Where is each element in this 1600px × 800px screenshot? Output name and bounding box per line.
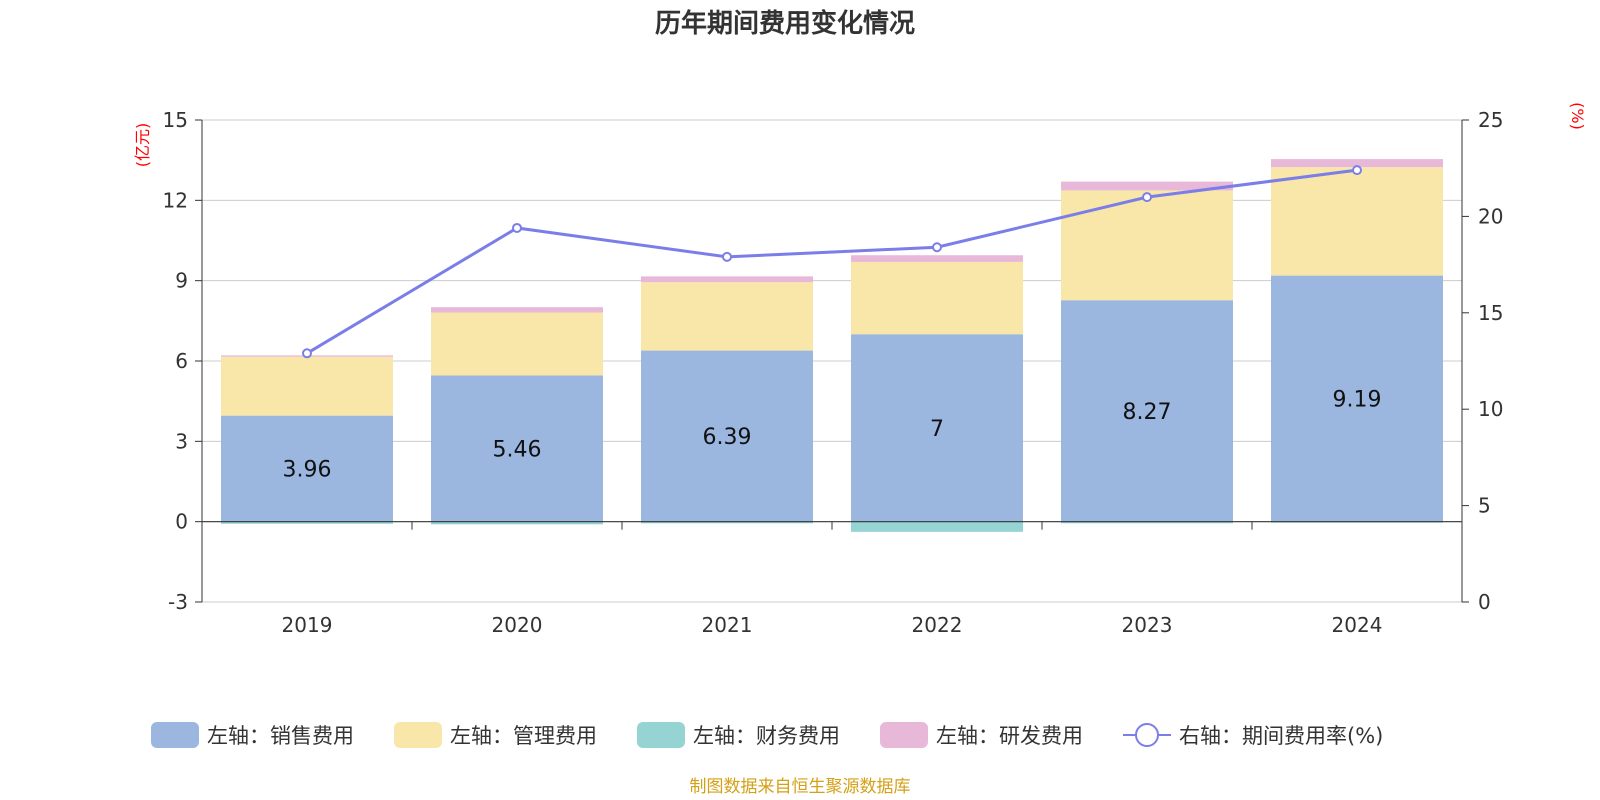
legend-swatch <box>637 722 685 748</box>
bar-左轴：研发费用 <box>431 307 603 313</box>
bar-左轴：销售费用 <box>1061 300 1233 522</box>
bar-layer <box>221 159 1443 532</box>
rate-line-layer <box>302 165 1362 359</box>
rate-line <box>306 168 1358 355</box>
legend-label: 左轴：销售费用 <box>207 724 354 748</box>
bar-左轴：销售费用 <box>1271 275 1443 522</box>
bar-左轴：管理费用 <box>221 356 393 416</box>
bar-value-label: 5.46 <box>493 438 542 463</box>
bar-左轴：销售费用 <box>431 375 603 522</box>
left-tick-label: 15 <box>163 108 188 132</box>
rate-point <box>1142 192 1152 203</box>
right-tick-label: 5 <box>1478 494 1491 518</box>
bar-左轴：财务费用 <box>851 521 1023 532</box>
x-category-label: 2020 <box>492 613 543 637</box>
bar-左轴：研发费用 <box>1271 159 1443 168</box>
grid-lines <box>202 119 1462 603</box>
bar-左轴：管理费用 <box>431 312 603 376</box>
bar-左轴：财务费用 <box>641 521 813 524</box>
right-tick-label: 0 <box>1478 590 1491 614</box>
left-tick-label: 3 <box>175 429 188 453</box>
left-axis-unit: (亿元) <box>133 123 152 168</box>
right-tick-label: 25 <box>1478 108 1503 132</box>
bar-value-label: 7 <box>930 417 944 442</box>
bar-左轴：财务费用 <box>221 521 393 524</box>
right-tick-label: 15 <box>1478 301 1503 325</box>
bar-左轴：销售费用 <box>641 350 813 522</box>
bar-左轴：销售费用 <box>851 334 1023 522</box>
right-tick-label: 20 <box>1478 204 1503 228</box>
bar-左轴：销售费用 <box>221 415 393 522</box>
left-tick-label: -3 <box>168 590 188 614</box>
x-category-label: 2022 <box>912 613 963 637</box>
bar-value-label: 6.39 <box>703 425 752 450</box>
bar-value-label: 9.19 <box>1333 388 1382 413</box>
left-tick-label: 6 <box>175 349 188 373</box>
legend-label: 左轴：财务费用 <box>693 724 840 748</box>
rate-point <box>932 242 942 253</box>
left-tick-label: 0 <box>175 510 188 534</box>
rate-point <box>512 222 522 233</box>
left-tick-label: 9 <box>175 269 188 293</box>
axes: -3 0 3 6 9 12 15 0 5 10 15 20 25 2019 2020 2021 2022 2023… <box>163 108 1504 637</box>
rate-point <box>302 348 312 359</box>
right-tick-label: 10 <box>1478 397 1503 421</box>
bar-左轴：管理费用 <box>1061 190 1233 301</box>
bar-左轴：管理费用 <box>641 282 813 351</box>
legend-swatch <box>880 722 928 748</box>
legend-marker-icon <box>1135 723 1159 747</box>
bar-左轴：研发费用 <box>641 276 813 283</box>
right-axis-unit: (%) <box>1568 102 1587 130</box>
legend-swatch <box>151 722 199 748</box>
bar-左轴：管理费用 <box>851 261 1023 335</box>
bar-labels: 3.96 5.46 6.39 7 8.27 9.19 <box>283 388 1382 483</box>
x-category-label: 2021 <box>702 613 753 637</box>
x-category-label: 2019 <box>282 613 333 637</box>
x-category-label: 2024 <box>1332 613 1383 637</box>
footer-source: 制图数据来自恒生聚源数据库 <box>690 777 911 797</box>
bar-左轴：研发费用 <box>851 255 1023 262</box>
legend-label: 左轴：管理费用 <box>450 724 597 748</box>
left-tick-label: 12 <box>163 188 188 212</box>
chart-title: 历年期间费用变化情况 <box>655 8 915 39</box>
rate-point <box>722 251 732 262</box>
legend: 左轴：销售费用 左轴：管理费用 左轴：财务费用 左轴：研发费用 右轴：期间费用率(%) <box>151 722 1383 748</box>
legend-swatch <box>394 722 442 748</box>
legend-label: 左轴：研发费用 <box>936 724 1083 748</box>
bar-左轴：研发费用 <box>1061 181 1233 191</box>
bar-value-label: 3.96 <box>283 458 332 483</box>
bar-左轴：财务费用 <box>431 521 603 525</box>
x-category-label: 2023 <box>1122 613 1173 637</box>
rate-point <box>1352 165 1362 176</box>
bar-左轴：财务费用 <box>1061 521 1233 524</box>
bar-左轴：管理费用 <box>1271 167 1443 276</box>
bar-value-label: 8.27 <box>1123 400 1172 425</box>
legend-label: 右轴：期间费用率(%) <box>1179 724 1383 748</box>
